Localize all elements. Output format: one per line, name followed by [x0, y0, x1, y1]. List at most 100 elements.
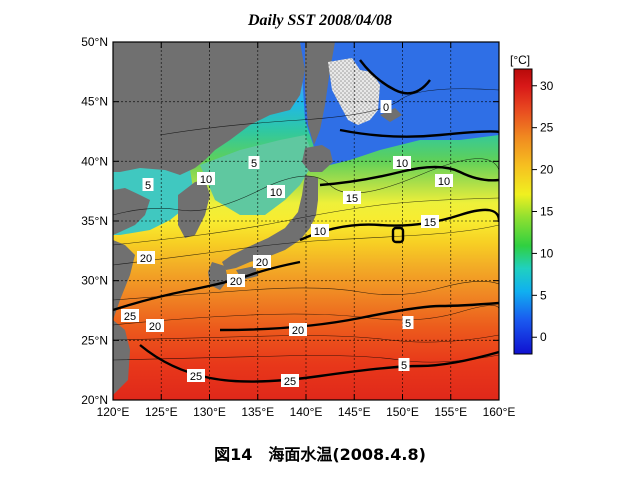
land-kuril	[380, 108, 402, 122]
isotherms-thin	[113, 88, 499, 363]
map-title: Daily SST 2008/04/08	[247, 12, 392, 29]
lon-tick-label: 135°E	[241, 405, 274, 419]
lat-tick-label: 25°N	[81, 333, 108, 347]
contour-label-bg	[435, 174, 453, 187]
contour-label-bg	[380, 100, 392, 113]
colorbar-tick-label: 0	[540, 330, 547, 344]
contour-label: 20	[289, 323, 307, 337]
lat-tick-label: 40°N	[81, 154, 108, 168]
lon-tick-label: 155°E	[434, 405, 467, 419]
contour-label-text: 25	[124, 311, 136, 323]
contour-label: 20	[137, 251, 155, 265]
lon-tick-label: 150°E	[386, 405, 419, 419]
contour-label-text: 10	[438, 176, 450, 188]
contour-label: 10	[267, 185, 285, 199]
figure-caption: 図14 海面水温(2008.4.8)	[214, 445, 426, 464]
lat-tick-label: 35°N	[81, 214, 108, 228]
contour-label-text: 5	[405, 318, 411, 330]
contour-label-text: 20	[230, 276, 242, 288]
contour-label-bg	[253, 255, 271, 268]
contour-label-bg	[267, 185, 285, 198]
contour-label-text: 20	[149, 321, 161, 333]
land-taiwan-coast	[113, 320, 130, 395]
lat-tick-label: 50°N	[81, 35, 108, 49]
isotherm-20-west	[113, 260, 301, 312]
contour-label: 25	[121, 309, 139, 323]
land-honshu	[222, 175, 318, 270]
land-korea	[178, 180, 210, 238]
lon-tick-label: 125°E	[145, 405, 178, 419]
contour-label-text: 25	[190, 371, 202, 383]
contour-label: 15	[343, 191, 361, 205]
contour-label-text: 15	[346, 193, 358, 205]
land-hokkaido	[302, 145, 333, 172]
colorbar	[513, 68, 533, 355]
colorbar-tick-label: 25	[540, 121, 554, 135]
contour-label-text: 0	[383, 102, 389, 114]
contour-label-bg	[121, 309, 139, 322]
contour-label: 20	[227, 274, 245, 288]
isotherm-20-east	[219, 301, 499, 332]
contour-label-bg	[248, 156, 260, 169]
contour-label-bg	[146, 319, 164, 332]
contour-label-bg	[402, 316, 414, 329]
contour-label: 10	[311, 224, 329, 238]
contour-label-text: 10	[200, 174, 212, 186]
contour-label-bg	[393, 156, 411, 169]
contour-label: 10	[197, 172, 215, 186]
contour-label-bg	[289, 323, 307, 336]
colorbar-unit-label: [°C]	[510, 53, 531, 67]
isotherm-5	[339, 128, 499, 138]
contour-label-bg	[137, 251, 155, 264]
contour-label: 20	[146, 319, 164, 333]
lat-tick-label: 45°N	[81, 95, 108, 109]
contour-label-bg	[142, 178, 154, 191]
contour-label-bg	[398, 358, 410, 371]
contour-label-bg	[227, 274, 245, 287]
contour-label: 25	[281, 374, 299, 388]
contour-label-bg	[343, 191, 361, 204]
contour-label-text: 20	[256, 257, 268, 269]
lon-tick-label: 160°E	[483, 405, 516, 419]
contour-label-text: 20	[292, 325, 304, 337]
contour-label: 15	[421, 215, 439, 229]
isotherm-15	[299, 208, 499, 242]
colorbar-tick-label: 20	[540, 163, 554, 177]
contour-label-bg	[197, 172, 215, 185]
lat-tick-label: 30°N	[81, 274, 108, 288]
isotherms-bold	[113, 59, 499, 383]
contour-label-bg	[281, 374, 299, 387]
map-area: 0 5 10 10 5 10 10 15 15 10 20 20 20 20 5 20 25 25 25 5	[113, 42, 499, 400]
contour-label: 5	[248, 156, 260, 170]
contour-label: 5	[142, 178, 154, 192]
contour-label: 5	[402, 316, 414, 330]
land-china-coast	[113, 240, 135, 320]
contour-label-text: 5	[401, 360, 407, 372]
contour-label: 0	[380, 100, 392, 114]
land-shandong	[113, 188, 150, 235]
contour-label-text: 5	[251, 158, 257, 170]
contour-label-text: 10	[396, 158, 408, 170]
contour-label-bg	[311, 224, 329, 237]
contour-label-text: 25	[284, 376, 296, 388]
colorbar-tick-label: 10	[540, 246, 554, 260]
contour-label: 10	[393, 156, 411, 170]
contour-label-text: 10	[314, 226, 326, 238]
isotherm-0	[359, 59, 431, 95]
contour-label-text: 5	[145, 180, 151, 192]
lon-tick-label: 130°E	[193, 405, 226, 419]
colorbar-tick-label: 15	[540, 205, 554, 219]
lat-tick-label: 20°N	[81, 393, 108, 407]
contour-label: 10	[435, 174, 453, 188]
contour-label-text: 10	[270, 187, 282, 199]
colorbar-tick-label: 5	[540, 288, 547, 302]
lon-tick-label: 140°E	[290, 405, 323, 419]
contour-label: 20	[253, 255, 271, 269]
lon-tick-label: 145°E	[338, 405, 371, 419]
lon-tick-label: 120°E	[97, 405, 130, 419]
contour-label-text: 15	[424, 217, 436, 229]
contour-label: 25	[187, 369, 205, 383]
contour-label-text: 20	[140, 253, 152, 265]
contour-label-bg	[187, 369, 205, 382]
